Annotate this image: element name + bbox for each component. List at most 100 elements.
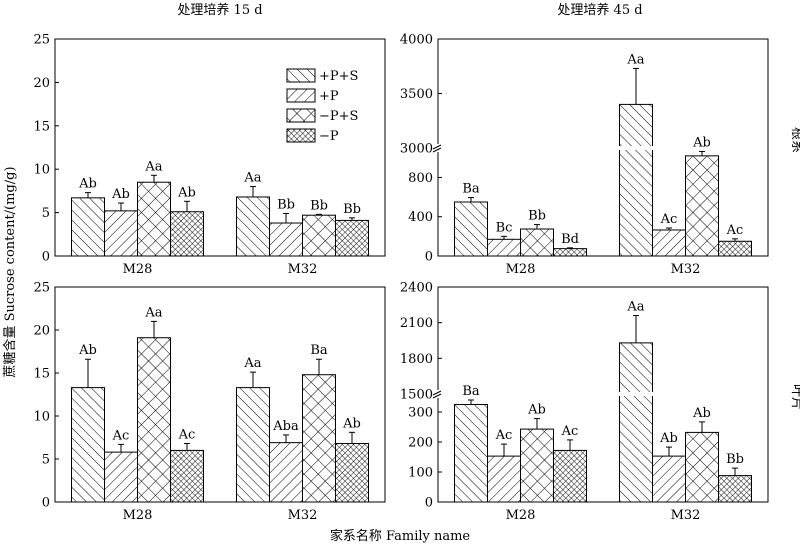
- bar-break-gap: [618, 392, 654, 396]
- category-label: M32: [671, 508, 701, 523]
- y-tick-label: 5: [42, 453, 50, 468]
- bar: [236, 196, 270, 257]
- bar: [553, 449, 587, 503]
- y-tick-label: 0: [42, 496, 50, 511]
- bar: [619, 342, 653, 503]
- y-tick-label: 1800: [400, 352, 433, 367]
- significance-label: Ab: [177, 185, 196, 200]
- significance-label: Bd: [561, 232, 579, 247]
- y-axis-title: 蔗糖含量 Sucrose content/(mg/g): [2, 166, 18, 377]
- legend-label: −P+S: [319, 109, 358, 124]
- bar: [335, 219, 369, 257]
- significance-label: Ab: [527, 403, 546, 418]
- y-tick-label: 800: [408, 171, 433, 186]
- significance-label: Ac: [112, 428, 130, 443]
- legend-swatch: [286, 128, 316, 143]
- significance-label: Bb: [277, 197, 295, 212]
- significance-label: Ab: [78, 343, 97, 358]
- bar: [335, 443, 369, 503]
- bar: [137, 337, 171, 503]
- legend-swatch: [286, 68, 316, 83]
- bar: [652, 229, 686, 257]
- panel-frame: [54, 286, 386, 503]
- bar: [685, 155, 719, 257]
- y-tick-label: 0: [425, 496, 433, 511]
- category-label: M28: [506, 262, 536, 277]
- bar: [170, 211, 204, 257]
- category-label: M32: [671, 262, 701, 277]
- y-tick-label: 0: [425, 250, 433, 265]
- significance-label: Ab: [692, 135, 711, 150]
- significance-label: Ac: [178, 428, 196, 443]
- y-tick-label: 2100: [400, 316, 433, 331]
- panel-leaf-45d: 0 100 200 300 1500 1800 2100 2400 Ba Ac Ab Ac M28 Aa A…: [400, 281, 769, 523]
- significance-label: Ab: [342, 416, 361, 431]
- panel-leaf-15d: 0 5 10 15 20 25 Ab Ac Aa Ac M28 Aa Aba Ba Ab M32: [33, 281, 386, 523]
- bar: [71, 197, 105, 257]
- axis-break-gap: [433, 390, 443, 398]
- significance-label: Ac: [495, 428, 513, 443]
- significance-label: Ac: [561, 424, 579, 439]
- y-tick-label: 4000: [400, 33, 433, 48]
- category-label: M32: [288, 508, 318, 523]
- category-label: M28: [123, 508, 153, 523]
- axis-break-mark: [432, 147, 442, 153]
- y-tick-label: 20: [33, 76, 50, 91]
- bar: [487, 238, 521, 257]
- axis-break-mark: [432, 390, 442, 396]
- bar: [718, 475, 752, 503]
- legend-label: +P: [319, 89, 339, 104]
- significance-label: Ba: [462, 384, 480, 399]
- bar: [685, 431, 719, 503]
- legend: +P+S +P −P+S −P: [286, 68, 358, 144]
- y-tick-label: 10: [33, 410, 50, 425]
- bar: [520, 228, 554, 257]
- bar: [454, 201, 488, 257]
- y-tick-label: 200: [408, 436, 433, 451]
- y-tick-label: 15: [33, 367, 50, 382]
- significance-label: Ac: [726, 223, 744, 238]
- significance-label: Ba: [462, 182, 480, 197]
- legend-swatch: [286, 108, 316, 123]
- y-tick-label: 25: [33, 281, 50, 296]
- bar: [718, 240, 752, 257]
- y-tick-label: 3000: [400, 142, 433, 157]
- bar: [269, 222, 303, 257]
- bar: [520, 428, 554, 503]
- bar: [137, 181, 171, 257]
- bar: [454, 404, 488, 503]
- category-label: M28: [506, 508, 536, 523]
- bar: [170, 449, 204, 503]
- significance-label: Bc: [496, 220, 513, 235]
- significance-label: Ab: [659, 431, 678, 446]
- bar: [302, 374, 336, 503]
- legend-label: +P+S: [319, 69, 358, 84]
- significance-label: Ab: [78, 177, 97, 192]
- y-tick-label: 0: [42, 250, 50, 265]
- axis-break-gap: [433, 144, 443, 152]
- y-tick-label: 3500: [400, 87, 433, 102]
- significance-label: Bb: [343, 202, 361, 217]
- bar: [487, 455, 521, 503]
- significance-label: Bb: [528, 209, 546, 224]
- significance-label: Aa: [144, 159, 162, 174]
- significance-label: Ab: [111, 187, 130, 202]
- significance-label: Ba: [310, 343, 328, 358]
- col-title-15d: 处理培养 15 d: [177, 2, 262, 18]
- x-axis-title: 家系名称 Family name: [330, 528, 471, 544]
- bar: [302, 214, 336, 257]
- bar: [619, 103, 653, 257]
- legend-swatch: [286, 88, 316, 103]
- y-tick-label: 1500: [400, 388, 433, 403]
- y-tick-label: 20: [33, 324, 50, 339]
- y-tick-label: 2400: [400, 281, 433, 296]
- bar: [104, 210, 138, 257]
- axis-break-mark: [432, 144, 442, 150]
- col-title-45d: 处理培养 45 d: [557, 2, 642, 18]
- y-tick-label: 5: [42, 206, 50, 221]
- panel-frame: [54, 38, 386, 257]
- significance-label: Aa: [626, 52, 644, 67]
- bar: [652, 455, 686, 503]
- bar: [236, 387, 270, 503]
